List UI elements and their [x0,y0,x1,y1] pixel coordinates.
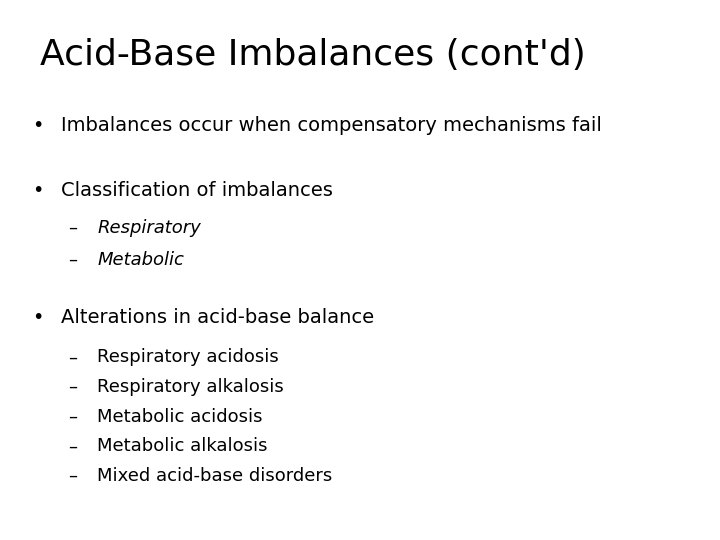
Text: Metabolic alkalosis: Metabolic alkalosis [97,437,268,455]
Text: –: – [68,251,78,269]
Text: –: – [68,219,78,237]
Text: •: • [32,181,44,200]
Text: Respiratory alkalosis: Respiratory alkalosis [97,378,284,396]
Text: Alterations in acid-base balance: Alterations in acid-base balance [61,308,374,327]
Text: •: • [32,308,44,327]
Text: –: – [68,348,78,366]
Text: Acid-Base Imbalances (cont'd): Acid-Base Imbalances (cont'd) [40,38,585,72]
Text: Mixed acid-base disorders: Mixed acid-base disorders [97,467,333,485]
Text: –: – [68,467,78,485]
Text: Classification of imbalances: Classification of imbalances [61,181,333,200]
Text: –: – [68,378,78,396]
Text: Metabolic: Metabolic [97,251,184,269]
Text: –: – [68,437,78,455]
Text: –: – [68,408,78,426]
Text: Respiratory acidosis: Respiratory acidosis [97,348,279,366]
Text: Respiratory: Respiratory [97,219,201,237]
Text: •: • [32,116,44,135]
Text: Imbalances occur when compensatory mechanisms fail: Imbalances occur when compensatory mecha… [61,116,602,135]
Text: Metabolic acidosis: Metabolic acidosis [97,408,263,426]
